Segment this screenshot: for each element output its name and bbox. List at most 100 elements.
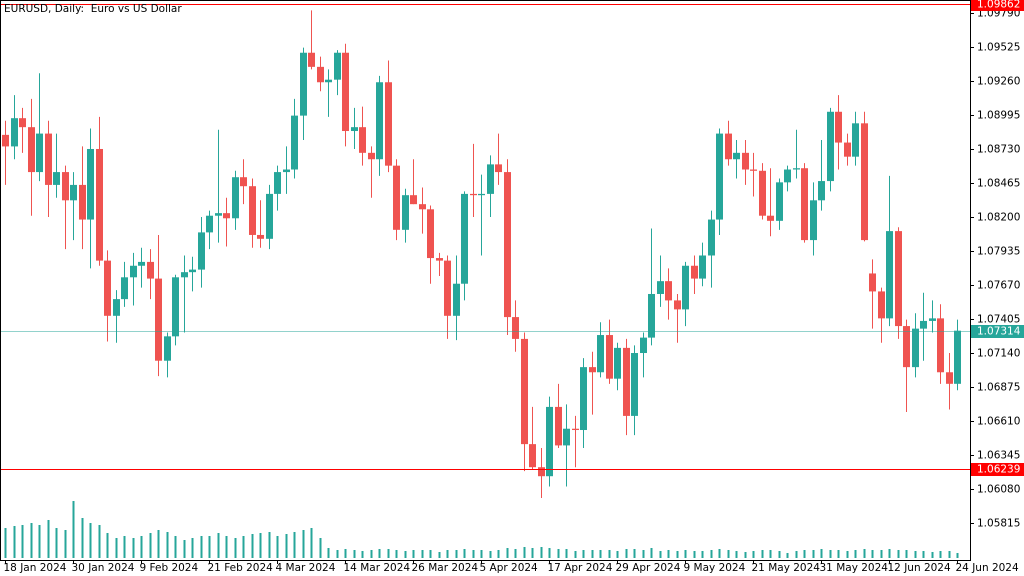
candle-body — [87, 148, 94, 220]
candle-body — [385, 82, 392, 166]
candle-body — [11, 118, 18, 147]
volume-bar — [115, 538, 118, 558]
volume-bar — [387, 549, 390, 558]
candle-body — [470, 193, 477, 196]
candle-body — [852, 123, 859, 157]
volume-bar — [47, 520, 50, 558]
volume-bar — [956, 553, 959, 558]
volume-bar — [523, 547, 526, 558]
volume-bar — [429, 550, 432, 558]
candle-body — [351, 127, 358, 132]
candle-body — [368, 152, 375, 160]
axes: 1.097901.095251.092601.089951.087301.084… — [4, 0, 1024, 574]
candle-body — [130, 265, 137, 278]
plot-area — [0, 4, 970, 558]
candle-body — [674, 300, 681, 310]
candle-body — [954, 330, 961, 384]
candle-body — [776, 182, 783, 221]
x-tick-label: 24 Jun 2024 — [956, 562, 1019, 574]
x-tick-label: 14 Mar 2024 — [344, 562, 411, 574]
candle-body — [521, 338, 528, 445]
volume-bar — [735, 551, 738, 558]
volume-bar — [217, 533, 220, 558]
candle-body — [937, 318, 944, 373]
candle-body — [104, 260, 111, 316]
volume-bar — [55, 528, 58, 558]
candle-body — [495, 164, 502, 173]
volume-bar — [21, 525, 24, 558]
candle-body — [164, 336, 171, 361]
volume-bar — [948, 551, 951, 558]
candle-body — [538, 467, 545, 477]
volume-bar — [166, 532, 169, 558]
candle-body — [844, 142, 851, 157]
volume-bar — [319, 538, 322, 558]
volume-bar — [744, 552, 747, 558]
volume-bar — [446, 550, 449, 558]
candle-body — [198, 232, 205, 270]
volume-bar — [455, 550, 458, 558]
volume-bar — [812, 550, 815, 558]
volume-bar — [472, 550, 475, 558]
candle-body — [453, 283, 460, 316]
volume-bar — [183, 540, 186, 558]
candle-body — [597, 335, 604, 373]
volume-bar — [769, 550, 772, 558]
volume-bar — [659, 551, 662, 558]
x-tick-label: 12 Jun 2024 — [888, 562, 951, 574]
candle-body — [223, 213, 230, 219]
price-label: 1.09862 — [977, 0, 1020, 11]
volume-bar — [786, 553, 789, 558]
candle-body — [419, 204, 426, 210]
candle-body — [215, 213, 222, 216]
volume-bar — [625, 549, 628, 558]
volume-bar — [191, 538, 194, 558]
x-tick-label: 18 Jan 2024 — [4, 562, 67, 574]
candle-body — [699, 255, 706, 279]
candle-body — [206, 215, 213, 233]
candle-body — [869, 273, 876, 292]
candle-body — [232, 177, 239, 219]
volume-bar — [149, 533, 152, 558]
volume-bar — [676, 551, 679, 558]
candle-body — [402, 195, 409, 230]
volume-bar — [752, 551, 755, 558]
volume-bar — [234, 538, 237, 558]
candle-body — [19, 118, 26, 128]
candle-body — [631, 353, 638, 416]
candle-body — [920, 320, 927, 329]
y-tick-label: 1.07140 — [977, 348, 1020, 360]
candle-body — [759, 170, 766, 216]
candle-body — [427, 209, 434, 259]
candle-body — [563, 428, 570, 446]
x-tick-label: 9 Feb 2024 — [140, 562, 199, 574]
y-tick-label: 1.06610 — [977, 416, 1020, 428]
candle-body — [249, 186, 256, 235]
candle-body — [827, 111, 834, 182]
volume-bar — [829, 550, 832, 558]
volume-bar — [795, 551, 798, 558]
candle-body — [155, 278, 162, 361]
candle-body — [835, 111, 842, 143]
candle-body — [283, 169, 290, 173]
volume-bar — [591, 550, 594, 558]
candle-body — [257, 234, 264, 239]
candle-body — [45, 133, 52, 185]
candle-body — [181, 272, 188, 278]
volume-bar — [922, 551, 925, 558]
volume-bar — [285, 534, 288, 558]
volume-bar — [242, 536, 245, 558]
volume-bar — [914, 551, 917, 558]
candle-body — [266, 193, 273, 239]
candle-body — [742, 152, 749, 170]
candle-body — [555, 406, 562, 446]
volume-bar — [251, 534, 254, 558]
volume-bar — [761, 550, 764, 558]
volume-bar — [123, 536, 126, 558]
y-tick-label: 1.07670 — [977, 280, 1020, 292]
volume-bar — [276, 536, 279, 558]
candle-body — [640, 337, 647, 354]
volume-bar — [778, 551, 781, 558]
volume-bar — [140, 536, 143, 558]
volume-bar — [727, 550, 730, 558]
